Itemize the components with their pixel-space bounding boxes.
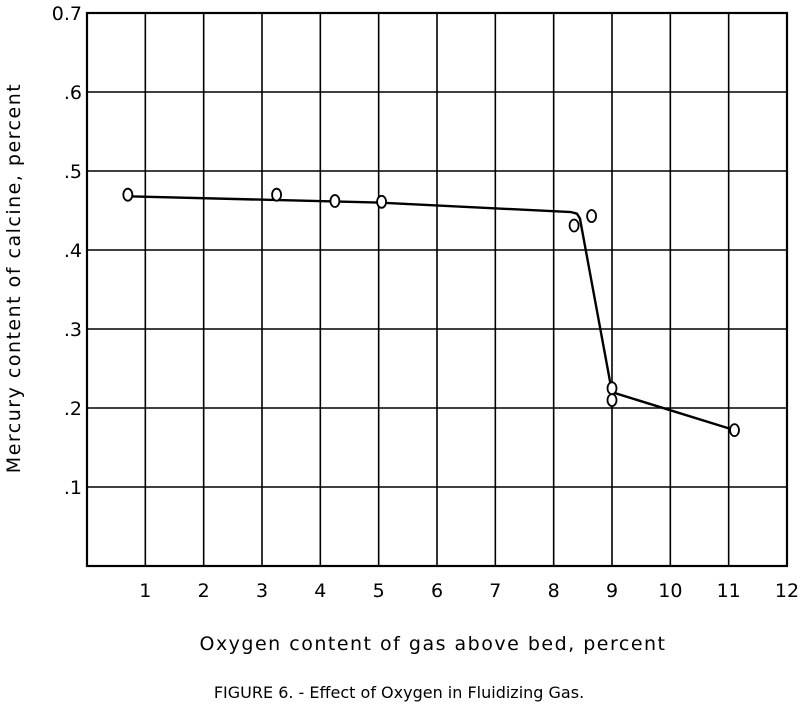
- x-tick-label: 2: [198, 580, 210, 602]
- data-point: [329, 194, 341, 208]
- grid: [87, 12, 788, 566]
- x-tick-label: 9: [606, 580, 618, 602]
- data-point: [729, 423, 740, 438]
- y-tick-label: .5: [64, 161, 82, 183]
- x-tick-label: 1: [139, 580, 151, 602]
- data-points: [122, 187, 740, 438]
- data-point: [586, 209, 597, 223]
- data-point: [271, 187, 282, 202]
- fit-line: [127, 195, 735, 432]
- data-point: [606, 381, 618, 396]
- data-point: [376, 194, 387, 209]
- figure-caption: FIGURE 6. - Effect of Oxygen in Fluidizi…: [214, 683, 584, 702]
- x-tick-label: 7: [489, 580, 501, 602]
- y-tick-label: .3: [64, 319, 82, 341]
- x-tick-label: 5: [373, 580, 385, 602]
- data-point: [606, 393, 618, 408]
- plot-frame: [85, 11, 789, 568]
- x-tick-label: 12: [775, 580, 799, 602]
- y-tick-label: 0.7: [52, 3, 82, 25]
- y-tick-label: .4: [64, 240, 82, 262]
- data-point: [122, 187, 134, 202]
- x-tick-label: 4: [314, 580, 326, 602]
- y-tick-labels: .1 .2 .3 .4 .5 .6 0.7: [52, 3, 82, 499]
- x-tick-label: 6: [431, 580, 443, 602]
- y-tick-label: .1: [64, 477, 82, 499]
- x-tick-label: 11: [717, 580, 741, 602]
- y-tick-label: .6: [64, 82, 82, 104]
- x-tick-label: 10: [658, 580, 682, 602]
- y-axis-title: Mercury content of calcine, percent: [3, 83, 25, 473]
- y-tick-label: .2: [64, 398, 82, 420]
- x-axis-title: Oxygen content of gas above bed, percent: [199, 633, 666, 655]
- x-tick-label: 3: [256, 580, 268, 602]
- x-tick-label: 8: [548, 580, 560, 602]
- x-tick-labels: 1 2 3 4 5 6 7 8 9 10 11 12: [139, 580, 799, 602]
- data-point: [568, 218, 580, 233]
